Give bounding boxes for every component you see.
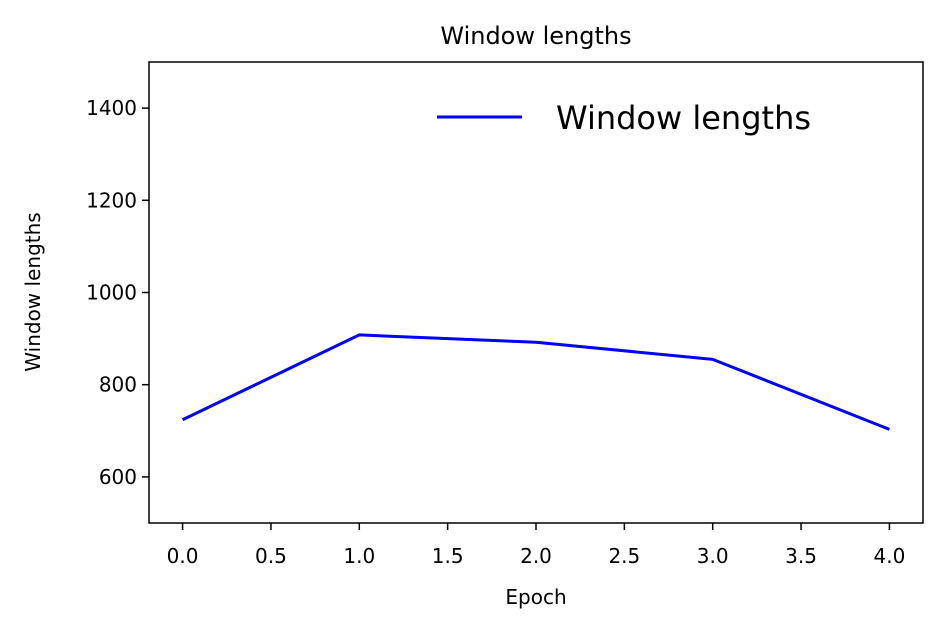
series-layer — [181, 333, 890, 431]
x-tick-label: 1.5 — [432, 544, 464, 568]
x-tick-label: 2.5 — [608, 544, 640, 568]
x-tick-label: 0.5 — [255, 544, 287, 568]
x-axis-label: Epoch — [505, 585, 566, 609]
x-axis: 0.0 0.5 1.0 1.5 2.0 2.5 3.0 3.5 4.0 — [167, 523, 906, 568]
y-tick-label: 800 — [99, 373, 137, 397]
y-tick-label: 1400 — [86, 96, 137, 120]
y-tick-label: 1200 — [86, 188, 137, 212]
x-tick-label: 3.0 — [697, 544, 729, 568]
series-line-window-lengths — [181, 333, 890, 431]
chart-title: Window lengths — [440, 22, 631, 50]
x-tick-label: 3.5 — [785, 544, 817, 568]
x-tick-label: 4.0 — [874, 544, 906, 568]
y-tick-label: 600 — [99, 465, 137, 489]
y-axis-label: Window lengths — [21, 212, 45, 371]
x-tick-label: 1.0 — [343, 544, 375, 568]
x-tick-label: 0.0 — [167, 544, 199, 568]
legend: Window lengths — [437, 99, 811, 137]
y-tick-label: 1000 — [86, 281, 137, 305]
x-tick-label: 2.0 — [520, 544, 552, 568]
legend-label: Window lengths — [556, 99, 811, 137]
y-axis: 600 800 1000 1200 1400 — [86, 96, 149, 489]
